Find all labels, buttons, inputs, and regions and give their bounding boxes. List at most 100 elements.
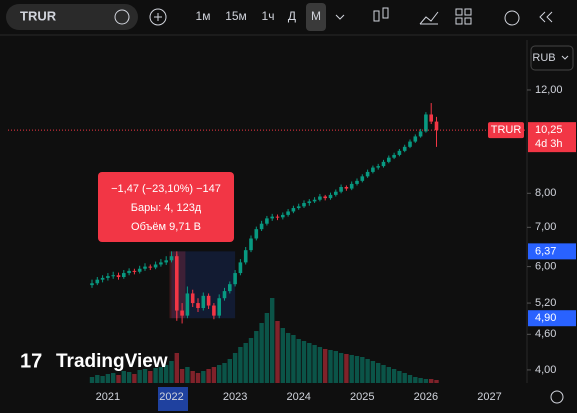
- measure-tooltip-line: −1,47 (−23,10%) −147: [111, 183, 221, 195]
- price-tag-label: 10,25: [535, 124, 563, 136]
- toolbar-icons: [373, 7, 553, 26]
- candle-body: [312, 199, 317, 202]
- measure-price-label: 6,37: [535, 245, 556, 257]
- volume-bar: [354, 356, 360, 383]
- measure-tooltip-line: Бары: 4, 123д: [131, 202, 202, 214]
- price-tag: [528, 122, 576, 153]
- compare-button[interactable]: [149, 8, 167, 26]
- candle-body: [371, 167, 375, 172]
- volume-bar: [301, 341, 307, 383]
- symbol[interactable]: TRUR: [20, 8, 57, 23]
- symbol-tag-label: TRUR: [491, 124, 522, 136]
- interval[interactable]: М: [311, 9, 321, 23]
- candle-body: [339, 187, 343, 192]
- volume-bar: [418, 378, 423, 383]
- y-tick-label: 5,20: [535, 297, 556, 309]
- candle-body: [238, 262, 243, 274]
- candle-body: [164, 260, 168, 263]
- volume-bar: [407, 375, 413, 383]
- candle-body: [233, 273, 237, 285]
- y-tick-label: 7,00: [535, 221, 556, 233]
- volume-bar: [142, 369, 148, 383]
- volume-bar: [307, 343, 312, 383]
- candle-body: [212, 305, 216, 316]
- candle-body: [206, 295, 211, 306]
- volume-bar: [270, 298, 275, 383]
- candle-body: [344, 187, 349, 189]
- volume-bar: [153, 368, 158, 383]
- volume-bar: [386, 367, 391, 383]
- candle-body: [201, 295, 206, 309]
- candle-body: [418, 131, 423, 137]
- candle-body: [270, 216, 274, 219]
- x-tick-label: 2026: [414, 391, 438, 403]
- x-tick-label: 2025: [350, 391, 374, 403]
- currency[interactable]: RUB: [532, 52, 555, 64]
- symbol-icon[interactable]: [114, 9, 130, 25]
- volume-bar: [238, 347, 243, 383]
- candle-body: [228, 284, 232, 292]
- candle-body: [429, 114, 433, 122]
- interval[interactable]: 15м: [225, 9, 247, 23]
- interval[interactable]: Д: [288, 9, 296, 23]
- candle-body: [90, 283, 94, 286]
- y-tick-label: 6,00: [535, 261, 556, 273]
- volume-bar: [413, 377, 418, 383]
- candle-body: [143, 266, 147, 269]
- volume-bar: [243, 343, 248, 383]
- volume-bar: [429, 379, 434, 383]
- volume-bar: [169, 361, 174, 383]
- candle-body: [190, 293, 195, 304]
- candle-body: [153, 264, 158, 268]
- volume-bar: [317, 347, 323, 383]
- y-tick-label: 8,00: [535, 187, 556, 199]
- interval[interactable]: 1м: [196, 9, 211, 23]
- volume-bar: [365, 359, 370, 383]
- interval-active: [306, 3, 326, 31]
- candle-body: [349, 183, 354, 189]
- candle-body: [180, 310, 184, 316]
- candle-body: [402, 146, 407, 151]
- y-tick-label: 4,00: [535, 364, 556, 376]
- measure-price-tag: [528, 243, 576, 260]
- volume-bar: [259, 323, 264, 383]
- candle-body: [275, 216, 280, 218]
- volume-bar: [158, 367, 164, 383]
- interval[interactable]: 1ч: [262, 9, 275, 23]
- countdown: 4d 3h: [535, 138, 563, 150]
- interval-dropdown[interactable]: [335, 14, 345, 20]
- volume-bar: [391, 369, 397, 383]
- volume-bar: [148, 371, 153, 383]
- candle-body: [291, 208, 296, 212]
- volume-bar: [328, 350, 333, 383]
- candle-body: [296, 206, 301, 209]
- x-tick-label: 2023: [223, 391, 247, 403]
- candle-body: [334, 191, 338, 195]
- symbol-tag: [488, 122, 524, 139]
- x-axis-highlight: [158, 387, 188, 411]
- candle-body: [95, 279, 100, 284]
- volume-bar: [100, 376, 105, 383]
- watermark-icon: 17: [20, 350, 42, 372]
- candle-body: [413, 136, 418, 142]
- candle-body: [111, 275, 115, 277]
- plus-icon: [154, 13, 162, 21]
- settings-icon[interactable]: [550, 390, 564, 404]
- volume-bar: [211, 367, 217, 383]
- candle-body: [254, 229, 259, 239]
- candle-body: [137, 268, 142, 272]
- volume-bar: [376, 363, 381, 383]
- symbol-search[interactable]: [6, 4, 138, 30]
- candle-body: [397, 150, 402, 155]
- volume-bar: [179, 369, 185, 383]
- candle-body: [196, 303, 200, 309]
- volume-bar: [397, 371, 402, 383]
- candle-body: [281, 214, 285, 218]
- candle-body: [169, 256, 174, 261]
- x-tick-label: 2022: [159, 391, 183, 403]
- candle-body: [175, 256, 179, 311]
- currency-box[interactable]: [530, 45, 574, 71]
- volume-bar: [190, 371, 195, 383]
- candle-body: [318, 196, 322, 200]
- volume-bar: [280, 328, 285, 383]
